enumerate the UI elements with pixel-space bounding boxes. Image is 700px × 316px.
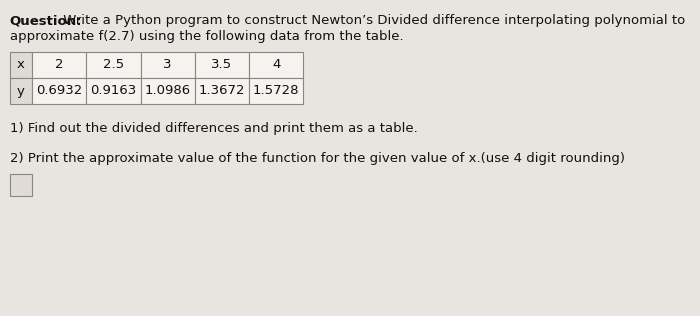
Bar bbox=[86, 78, 141, 104]
Text: 1.5728: 1.5728 bbox=[253, 84, 300, 98]
Bar bbox=[10, 52, 32, 78]
Text: approximate f(2.7) using the following data from the table.: approximate f(2.7) using the following d… bbox=[10, 30, 403, 43]
Bar bbox=[10, 52, 303, 104]
Bar bbox=[141, 78, 195, 104]
Text: 0.9163: 0.9163 bbox=[90, 84, 136, 98]
Bar bbox=[32, 78, 86, 104]
Text: 3: 3 bbox=[163, 58, 172, 71]
Text: x: x bbox=[17, 58, 25, 71]
Text: 2: 2 bbox=[55, 58, 63, 71]
Text: 3.5: 3.5 bbox=[211, 58, 232, 71]
Bar bbox=[32, 52, 86, 78]
Bar bbox=[249, 52, 303, 78]
Text: y: y bbox=[17, 84, 25, 98]
Text: 1.0986: 1.0986 bbox=[145, 84, 190, 98]
Bar bbox=[249, 78, 303, 104]
Bar bbox=[86, 52, 141, 78]
Bar bbox=[141, 52, 195, 78]
Text: 4: 4 bbox=[272, 58, 281, 71]
Text: 2.5: 2.5 bbox=[103, 58, 124, 71]
Text: 0.6932: 0.6932 bbox=[36, 84, 82, 98]
Text: 2) Print the approximate value of the function for the given value of x.(use 4 d: 2) Print the approximate value of the fu… bbox=[10, 152, 624, 165]
Bar bbox=[10, 174, 32, 196]
Text: 1) Find out the divided differences and print them as a table.: 1) Find out the divided differences and … bbox=[10, 122, 417, 135]
Text: 1.3672: 1.3672 bbox=[199, 84, 245, 98]
Bar bbox=[10, 78, 32, 104]
Text: Question:: Question: bbox=[10, 14, 82, 27]
Bar bbox=[195, 52, 249, 78]
Bar bbox=[195, 78, 249, 104]
Text: Write a Python program to construct Newton’s Divided difference interpolating po: Write a Python program to construct Newt… bbox=[59, 14, 685, 27]
